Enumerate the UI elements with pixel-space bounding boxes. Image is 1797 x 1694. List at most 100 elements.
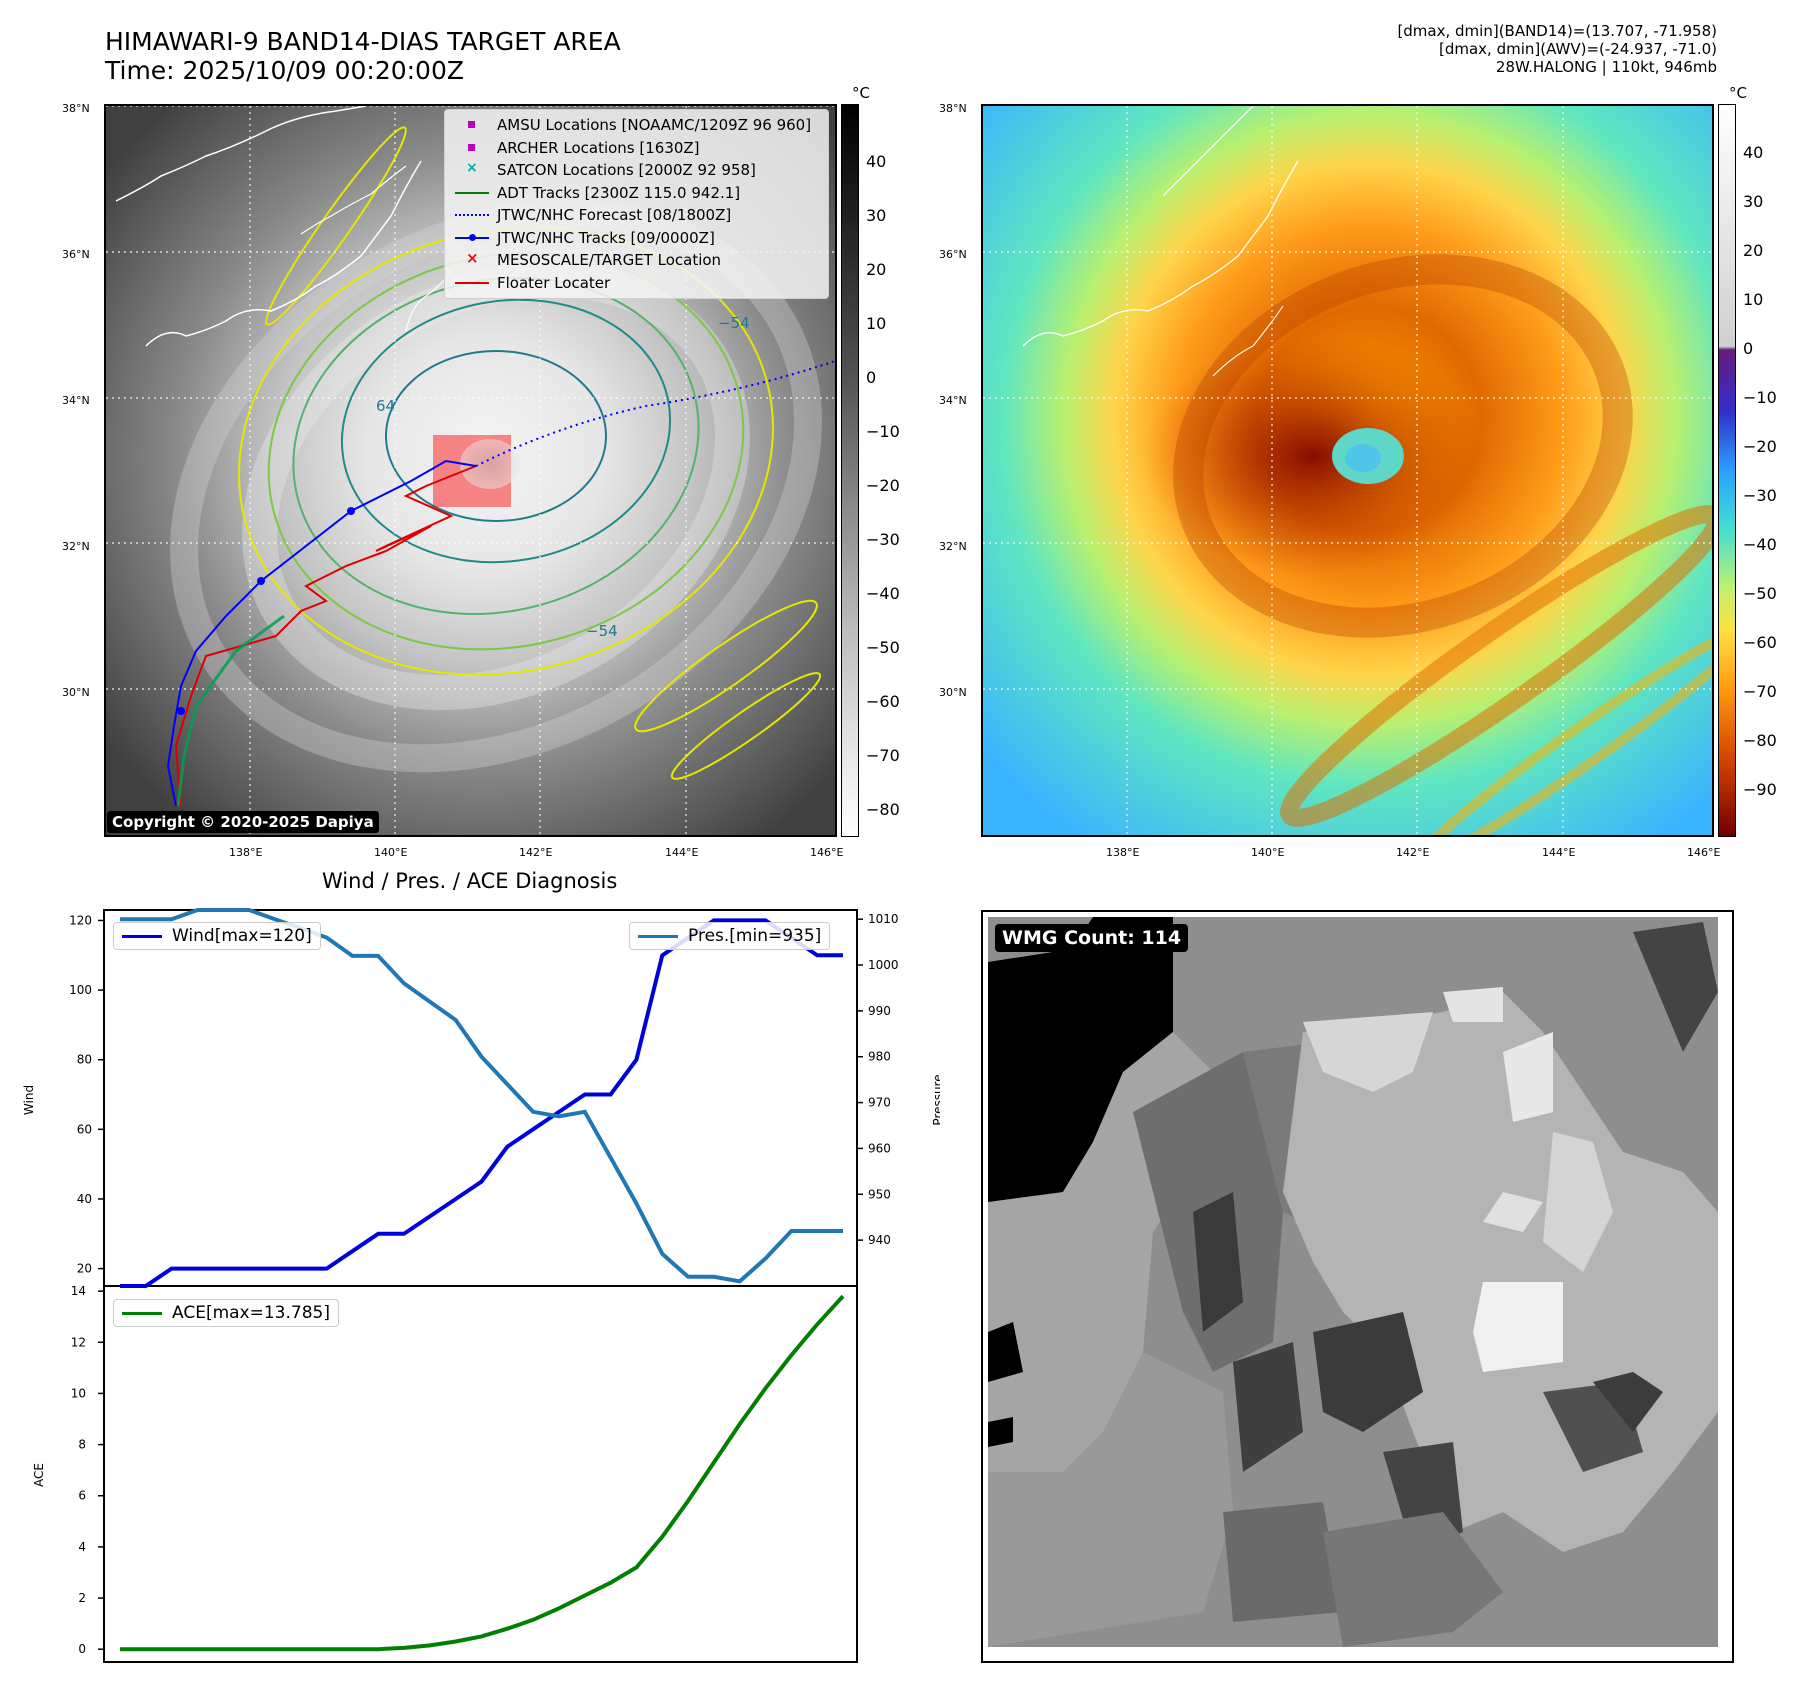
- pressure-tick-label: 960: [868, 1141, 891, 1155]
- right-colorbar-tick: −10: [1743, 388, 1777, 407]
- wind-series-line: [120, 918, 843, 1288]
- left-colorbar-tick: −20: [866, 476, 900, 495]
- pressure-tick-label: 1010: [868, 912, 899, 926]
- ace-tick-label: 2: [78, 1591, 86, 1605]
- legend-jtwc-tracks: JTWC/NHC Tracks [09/0000Z]: [453, 227, 820, 250]
- wind-tick-label: 20: [77, 1262, 92, 1276]
- ace-tick-label: 0: [78, 1642, 86, 1656]
- right-lat-label: 38°N: [939, 102, 967, 115]
- title-line-1: HIMAWARI-9 BAND14-DIAS TARGET AREA: [105, 27, 621, 56]
- left-colorbar-tick: −10: [866, 422, 900, 441]
- left-lat-label: 38°N: [62, 102, 90, 115]
- intensity-summary: [dmax, dmin](BAND14)=(13.707, -71.958) […: [1397, 22, 1717, 76]
- wmg-pixel-panel[interactable]: WMG Count: 114: [981, 910, 1734, 1663]
- right-colorbar-tick: −40: [1743, 535, 1777, 554]
- left-colorbar-unit: °C: [852, 84, 870, 102]
- left-colorbar-tick: −30: [866, 530, 900, 549]
- contour-label-b: 64: [376, 397, 395, 415]
- wind-axis-label: Wind: [22, 1085, 36, 1115]
- left-lat-label: 32°N: [62, 540, 90, 553]
- pressure-tick-label: 1000: [868, 958, 899, 972]
- left-colorbar-tick: 10: [866, 314, 887, 333]
- left-colorbar-tick: 20: [866, 260, 887, 279]
- pressure-tick-label: 990: [868, 1004, 891, 1018]
- right-colorbar: [1718, 104, 1736, 837]
- floater-line-icon: [455, 281, 489, 284]
- wind-pressure-axes: [103, 909, 858, 1287]
- left-lat-label: 36°N: [62, 248, 90, 261]
- legend-satcon: × SATCON Locations [2000Z 92 958]: [453, 159, 820, 182]
- ace-tick-label: 12: [71, 1335, 86, 1349]
- legend-amsu: AMSU Locations [NOAAMC/1209Z 96 960]: [453, 114, 820, 137]
- wind-tick-label: 100: [69, 983, 92, 997]
- left-lon-label: 144°E: [665, 846, 699, 859]
- wind-legend: Wind[max=120]: [113, 922, 321, 950]
- left-colorbar-tick: 0: [866, 368, 877, 387]
- right-lon-label: 142°E: [1396, 846, 1430, 859]
- right-colorbar-tick: −70: [1743, 682, 1777, 701]
- right-colorbar-tick: 10: [1743, 290, 1764, 309]
- band14-ir-map[interactable]: −54 64 −54: [104, 104, 837, 837]
- legend-floater: Floater Locater: [453, 272, 820, 295]
- left-colorbar-tick: −60: [866, 692, 900, 711]
- legend-adt: ADT Tracks [2300Z 115.0 942.1]: [453, 182, 820, 205]
- right-colorbar-tick: 0: [1743, 339, 1754, 358]
- right-colorbar-tick: −90: [1743, 780, 1777, 799]
- ace-axis-label: ACE: [32, 1463, 46, 1487]
- awv-enhanced-map[interactable]: [981, 104, 1714, 837]
- right-lat-label: 30°N: [939, 686, 967, 699]
- right-colorbar-tick: 40: [1743, 143, 1764, 162]
- band14-range: [dmax, dmin](BAND14)=(13.707, -71.958): [1397, 22, 1717, 40]
- awv-imagery: [983, 106, 1712, 835]
- pressure-series-line: [120, 908, 843, 1284]
- left-lon-label: 140°E: [374, 846, 408, 859]
- wmg-pixel-grid: [988, 917, 1718, 1647]
- right-lon-label: 144°E: [1542, 846, 1576, 859]
- right-colorbar-tick: −30: [1743, 486, 1777, 505]
- forecast-line-icon: [455, 214, 489, 217]
- pressure-tick-label: 980: [868, 1050, 891, 1064]
- adt-line-icon: [455, 191, 489, 194]
- ace-legend-line-icon: [122, 1311, 162, 1315]
- wind-tick-label: 120: [69, 913, 92, 927]
- ace-tick-label: 10: [71, 1386, 86, 1400]
- awv-range: [dmax, dmin](AWV)=(-24.937, -71.0): [1438, 40, 1717, 58]
- pressure-axis-label: Pressure: [931, 1074, 940, 1125]
- left-lon-label: 146°E: [810, 846, 844, 859]
- left-colorbar-tick: −40: [866, 584, 900, 603]
- ace-series-line: [120, 1294, 845, 1652]
- left-colorbar: [841, 104, 859, 837]
- storm-status: 28W.HALONG | 110kt, 946mb: [1495, 58, 1717, 76]
- right-lon-label: 138°E: [1106, 846, 1140, 859]
- wind-tick-label: 60: [77, 1122, 92, 1136]
- archer-marker-icon: [468, 143, 475, 151]
- right-lon-label: 140°E: [1251, 846, 1285, 859]
- legend-forecast: JTWC/NHC Forecast [08/1800Z]: [453, 204, 820, 227]
- left-lon-label: 142°E: [519, 846, 553, 859]
- wind-legend-line-icon: [122, 934, 162, 938]
- pressure-tick-label: 950: [868, 1187, 891, 1201]
- title-line-2: Time: 2025/10/09 00:20:00Z: [105, 56, 464, 85]
- diagnosis-title: Wind / Pres. / ACE Diagnosis: [322, 869, 618, 893]
- right-colorbar-tick: −80: [1743, 731, 1777, 750]
- ace-tick-label: 4: [78, 1540, 86, 1554]
- amsu-marker-icon: [468, 121, 475, 129]
- ace-tick-label: 6: [78, 1489, 86, 1503]
- legend-archer: ARCHER Locations [1630Z]: [453, 137, 820, 160]
- left-lon-label: 138°E: [229, 846, 263, 859]
- track-legend: AMSU Locations [NOAAMC/1209Z 96 960] ARC…: [444, 109, 829, 299]
- satcon-x-icon: ×: [466, 160, 478, 177]
- copyright-badge: Copyright © 2020-2025 Dapiya: [107, 811, 379, 833]
- left-colorbar-tick: −70: [866, 746, 900, 765]
- right-colorbar-tick: 20: [1743, 241, 1764, 260]
- pressure-legend-line-icon: [638, 934, 678, 938]
- right-lat-label: 32°N: [939, 540, 967, 553]
- ace-axes: [103, 1285, 858, 1663]
- pressure-legend: Pres.[min=935]: [629, 922, 831, 950]
- right-lat-label: 34°N: [939, 394, 967, 407]
- wmg-count-badge: WMG Count: 114: [995, 924, 1189, 952]
- ace-legend: ACE[max=13.785]: [113, 1299, 339, 1327]
- target-x-icon: ×: [466, 249, 479, 268]
- legend-target: × MESOSCALE/TARGET Location: [466, 249, 722, 269]
